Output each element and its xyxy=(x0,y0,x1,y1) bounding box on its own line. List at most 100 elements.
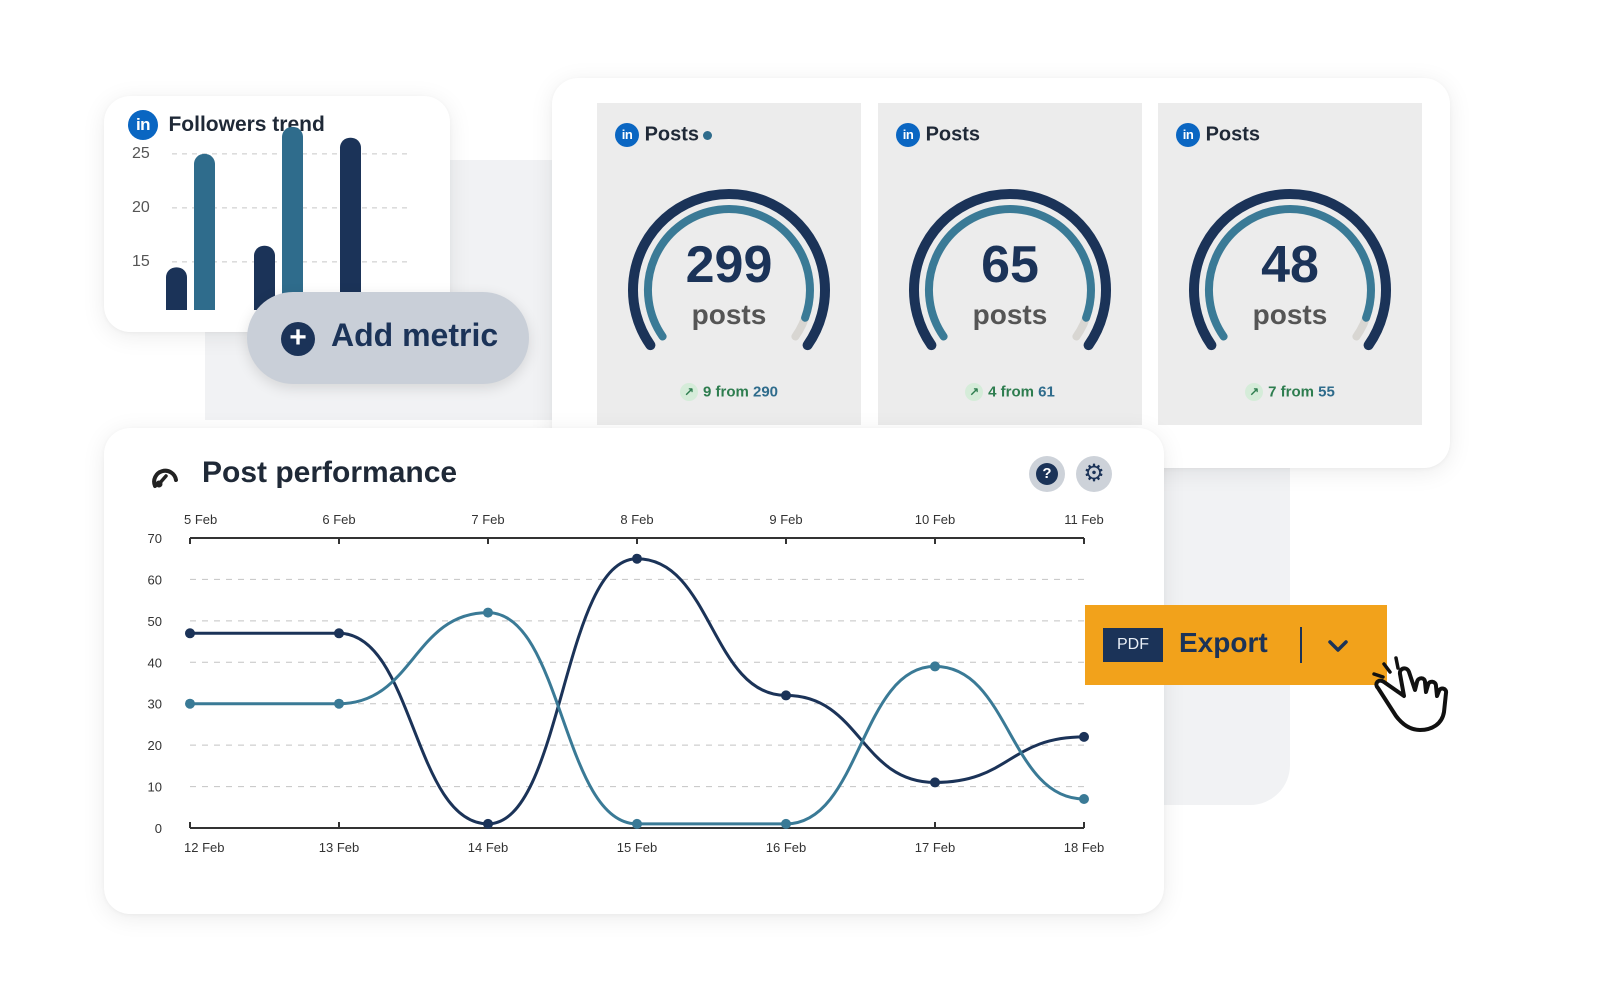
posts-value: 299 xyxy=(685,236,773,294)
posts-card-header: in Posts xyxy=(896,123,980,147)
add-metric-label: Add metric xyxy=(331,317,499,353)
posts-unit: posts xyxy=(1252,299,1328,330)
bottom-x-label: 13 Feb xyxy=(319,840,359,855)
posts-value: 65 xyxy=(981,236,1039,294)
gauge-outer-arc xyxy=(909,188,1111,351)
posts-change: ↗ 7 from 55 xyxy=(1158,383,1422,402)
posts-card-header: in Posts xyxy=(615,123,713,147)
data-point xyxy=(781,690,791,701)
y-tick-label: 50 xyxy=(148,614,162,629)
data-point xyxy=(930,777,940,788)
followers-bar xyxy=(340,137,361,310)
followers-bar-base xyxy=(166,298,187,310)
posts-card-title: Posts xyxy=(644,123,700,146)
top-x-label: 5 Feb xyxy=(184,512,217,527)
previous-value: 55 xyxy=(1318,383,1335,401)
y-tick-label: 30 xyxy=(148,697,162,712)
series-line-2 xyxy=(190,611,1085,826)
performance-icon xyxy=(152,468,178,488)
y-tick-label: 10 xyxy=(148,780,162,795)
gauge-outer-arc xyxy=(628,188,830,351)
top-x-label: 9 Feb xyxy=(769,512,802,527)
question-icon: ? xyxy=(1036,463,1058,485)
change-from: from xyxy=(1000,383,1034,401)
bottom-x-label: 16 Feb xyxy=(766,840,806,855)
data-point xyxy=(185,698,195,709)
bottom-x-label: 18 Feb xyxy=(1064,840,1104,855)
data-point xyxy=(1079,794,1089,804)
linkedin-icon: in xyxy=(1176,123,1200,147)
top-x-label: 10 Feb xyxy=(915,512,955,527)
arrow-up-right-icon: ↗ xyxy=(679,383,698,402)
followers-bar xyxy=(194,153,215,310)
data-point xyxy=(632,818,642,829)
posts-value: 48 xyxy=(1261,236,1319,294)
plus-icon: + xyxy=(281,322,315,356)
data-point xyxy=(781,818,791,829)
previous-value: 61 xyxy=(1038,383,1055,401)
bottom-x-label: 17 Feb xyxy=(915,840,955,855)
chevron-down-icon[interactable] xyxy=(1327,639,1349,653)
y-tick-label: 70 xyxy=(148,531,162,546)
series-line-1 xyxy=(190,557,1085,826)
gauge-outer-arc xyxy=(1189,188,1391,351)
change-value: 7 xyxy=(1268,383,1277,401)
followers-trend-chart: 25 20 15 xyxy=(132,126,410,310)
followers-y-tick: 20 xyxy=(132,199,150,216)
linkedin-icon: in xyxy=(896,123,920,147)
posts-gauge-card-3: in Posts 48 posts ↗ 7 from 55 xyxy=(1158,103,1422,425)
data-point xyxy=(930,661,940,672)
arrow-up-right-icon: ↗ xyxy=(965,383,984,402)
posts-card-title: Posts xyxy=(925,123,981,146)
settings-button[interactable]: ⚙ xyxy=(1076,456,1112,492)
divider xyxy=(1300,627,1302,663)
gear-icon: ⚙ xyxy=(1083,460,1105,487)
followers-bar xyxy=(254,245,275,310)
linkedin-icon: in xyxy=(128,110,158,140)
followers-y-tick: 25 xyxy=(132,145,150,162)
top-x-label: 7 Feb xyxy=(471,512,504,527)
data-point xyxy=(334,628,344,639)
change-from: from xyxy=(715,383,749,401)
add-metric-button[interactable]: + Add metric xyxy=(247,292,529,384)
top-x-label: 6 Feb xyxy=(322,512,355,527)
data-point xyxy=(483,818,493,829)
export-label: Export xyxy=(1179,627,1268,658)
posts-card-header: in Posts xyxy=(1176,123,1260,147)
followers-y-tick: 15 xyxy=(132,253,150,270)
followers-bar-base xyxy=(194,298,215,310)
y-tick-label: 40 xyxy=(148,655,162,670)
linkedin-icon: in xyxy=(615,123,639,147)
data-point xyxy=(334,698,344,709)
posts-gauge xyxy=(909,188,1111,351)
posts-gauge-card-1: in Posts 299 posts ↗ 9 from 290 xyxy=(597,103,861,425)
help-button[interactable]: ? xyxy=(1029,456,1065,492)
data-point xyxy=(483,607,493,618)
top-x-label: 11 Feb xyxy=(1064,512,1104,527)
posts-change: ↗ 9 from 290 xyxy=(597,383,861,402)
export-button[interactable]: PDF Export xyxy=(1085,605,1387,685)
status-dot xyxy=(703,130,713,140)
posts-gauge xyxy=(1189,188,1391,351)
posts-change: ↗ 4 from 61 xyxy=(878,383,1142,402)
data-point xyxy=(632,553,642,564)
y-tick-label: 0 xyxy=(155,821,162,836)
gauge-fill xyxy=(1204,205,1375,341)
posts-card-title: Posts xyxy=(1205,123,1261,146)
data-point xyxy=(1079,731,1089,742)
bottom-x-label: 12 Feb xyxy=(184,840,224,855)
y-tick-label: 60 xyxy=(148,572,162,587)
previous-value: 290 xyxy=(753,383,779,401)
change-value: 9 xyxy=(702,383,712,401)
pdf-badge: PDF xyxy=(1103,628,1163,662)
post-performance-card: Post performance ? ⚙ 70 60 50 40 30 20 10 0 5 Fe… xyxy=(104,428,1164,914)
top-x-label: 8 Feb xyxy=(620,512,653,527)
arrow-up-right-icon: ↗ xyxy=(1245,383,1264,402)
posts-unit: posts xyxy=(691,299,767,330)
data-point xyxy=(185,628,195,639)
post-performance-chart: 70 60 50 40 30 20 10 0 5 Feb 6 Feb 7 Feb 8 Feb 9 Feb… xyxy=(148,512,1105,855)
post-performance-title: Post performance xyxy=(202,456,458,489)
bottom-x-label: 15 Feb xyxy=(617,840,657,855)
change-value: 4 xyxy=(988,383,997,401)
posts-unit: posts xyxy=(972,299,1048,330)
